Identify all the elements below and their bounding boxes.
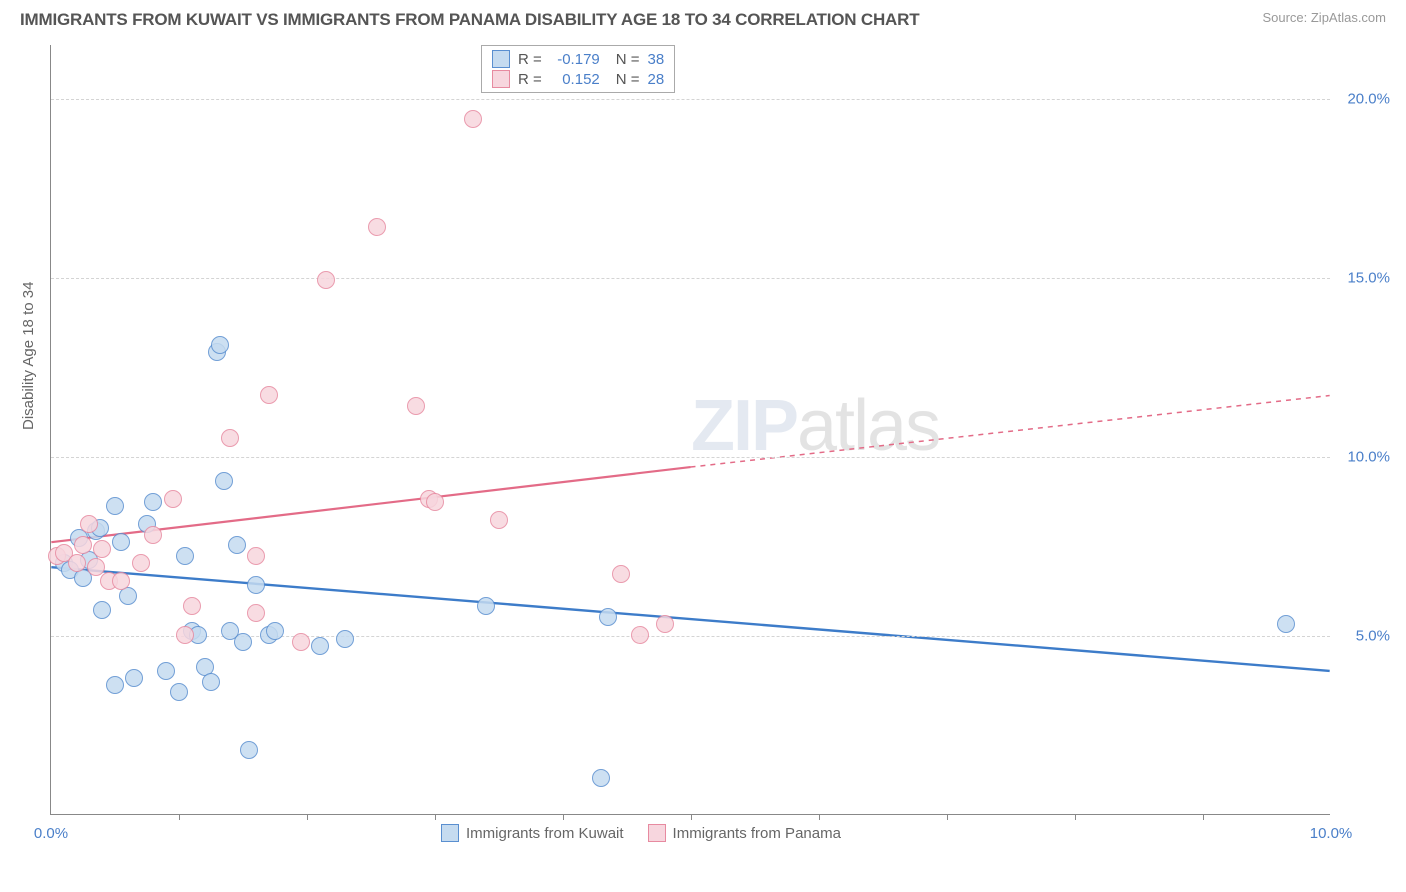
data-point [266, 622, 284, 640]
legend-series-item: Immigrants from Kuwait [441, 824, 624, 842]
data-point [157, 662, 175, 680]
data-point [426, 493, 444, 511]
data-point [211, 336, 229, 354]
stat-n-value: 38 [648, 51, 665, 68]
data-point [132, 554, 150, 572]
x-tick-label: 10.0% [1310, 825, 1353, 842]
chart-source: Source: ZipAtlas.com [1262, 10, 1386, 25]
data-point [80, 515, 98, 533]
data-point [112, 533, 130, 551]
watermark: ZIPatlas [691, 385, 939, 467]
legend-stat-row: R = 0.152 N = 28 [492, 70, 664, 88]
data-point [164, 490, 182, 508]
x-tick-mark [179, 814, 180, 820]
data-point [125, 669, 143, 687]
x-tick-mark [1203, 814, 1204, 820]
data-point [106, 497, 124, 515]
data-point [656, 615, 674, 633]
legend-series-item: Immigrants from Panama [648, 824, 841, 842]
data-point [68, 554, 86, 572]
data-point [247, 576, 265, 594]
chart-header: IMMIGRANTS FROM KUWAIT VS IMMIGRANTS FRO… [0, 0, 1406, 35]
data-point [247, 547, 265, 565]
data-point [1277, 615, 1295, 633]
stat-r-value: 0.152 [550, 71, 600, 88]
data-point [215, 472, 233, 490]
stat-r-label: R = [518, 51, 542, 68]
legend-swatch [492, 70, 510, 88]
data-point [592, 769, 610, 787]
data-point [599, 608, 617, 626]
x-tick-mark [691, 814, 692, 820]
data-point [407, 397, 425, 415]
data-point [228, 536, 246, 554]
gridline [51, 99, 1330, 100]
legend-stat-row: R = -0.179 N = 38 [492, 50, 664, 68]
data-point [106, 676, 124, 694]
legend-series-label: Immigrants from Kuwait [466, 825, 624, 842]
data-point [368, 218, 386, 236]
data-point [112, 572, 130, 590]
data-point [176, 547, 194, 565]
series-legend: Immigrants from Kuwait Immigrants from Pa… [441, 824, 841, 842]
data-point [170, 683, 188, 701]
stat-r-value: -0.179 [550, 51, 600, 68]
x-tick-mark [819, 814, 820, 820]
x-tick-label: 0.0% [34, 825, 68, 842]
legend-swatch [492, 50, 510, 68]
stat-n-label: N = [616, 71, 640, 88]
data-point [74, 536, 92, 554]
data-point [612, 565, 630, 583]
data-point [260, 386, 278, 404]
data-point [247, 604, 265, 622]
chart-title: IMMIGRANTS FROM KUWAIT VS IMMIGRANTS FRO… [20, 10, 919, 30]
data-point [221, 429, 239, 447]
data-point [490, 511, 508, 529]
data-point [317, 271, 335, 289]
data-point [93, 540, 111, 558]
x-tick-mark [563, 814, 564, 820]
data-point [144, 493, 162, 511]
gridline [51, 278, 1330, 279]
legend-series-label: Immigrants from Panama [673, 825, 841, 842]
x-tick-mark [1075, 814, 1076, 820]
data-point [234, 633, 252, 651]
data-point [477, 597, 495, 615]
correlation-legend: R = -0.179 N = 38 R = 0.152 N = 28 [481, 45, 675, 93]
y-tick-label: 5.0% [1335, 627, 1390, 644]
y-tick-label: 15.0% [1335, 269, 1390, 286]
data-point [240, 741, 258, 759]
data-point [292, 633, 310, 651]
data-point [336, 630, 354, 648]
stat-r-label: R = [518, 71, 542, 88]
legend-swatch [441, 824, 459, 842]
trend-lines [51, 45, 1330, 814]
data-point [93, 601, 111, 619]
data-point [202, 673, 220, 691]
legend-swatch [648, 824, 666, 842]
x-tick-mark [947, 814, 948, 820]
y-axis-label: Disability Age 18 to 34 [20, 282, 37, 430]
data-point [176, 626, 194, 644]
scatter-plot: ZIPatlas R =-0.179N =38R =0.152N =28 Imm… [50, 45, 1330, 815]
data-point [631, 626, 649, 644]
gridline [51, 457, 1330, 458]
data-point [183, 597, 201, 615]
stat-n-label: N = [616, 51, 640, 68]
y-tick-label: 20.0% [1335, 90, 1390, 107]
y-tick-label: 10.0% [1335, 448, 1390, 465]
data-point [144, 526, 162, 544]
x-tick-mark [435, 814, 436, 820]
data-point [311, 637, 329, 655]
x-tick-mark [307, 814, 308, 820]
data-point [464, 110, 482, 128]
stat-n-value: 28 [648, 71, 665, 88]
